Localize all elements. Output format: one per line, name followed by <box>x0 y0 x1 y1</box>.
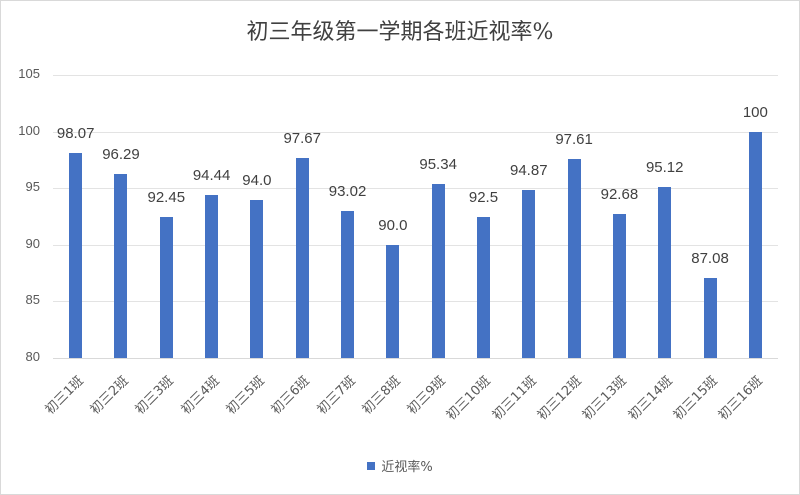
bar[interactable] <box>69 153 83 358</box>
gridline <box>53 188 778 189</box>
data-label: 95.34 <box>419 156 457 174</box>
bar[interactable] <box>250 199 264 358</box>
data-label: 93.02 <box>328 182 367 200</box>
y-tick-label: 90 <box>25 236 40 251</box>
bar[interactable] <box>114 173 128 358</box>
legend-label: 近视率% <box>381 460 433 475</box>
bar[interactable] <box>522 189 536 358</box>
data-label: 90.0 <box>378 216 408 234</box>
data-label: 87.08 <box>691 249 729 267</box>
legend: 近视率% <box>0 456 800 475</box>
bar[interactable] <box>748 131 762 358</box>
gridline <box>53 301 778 302</box>
y-tick-label: 105 <box>18 66 40 81</box>
gridline <box>53 132 778 133</box>
data-label: 94.44 <box>192 166 231 184</box>
y-tick-label: 80 <box>25 349 40 364</box>
data-label: 92.5 <box>468 188 499 206</box>
bar[interactable] <box>295 157 309 358</box>
bar[interactable] <box>386 244 400 358</box>
y-tick-label: 100 <box>18 123 40 138</box>
x-axis-line <box>53 358 778 359</box>
bar[interactable] <box>205 194 219 358</box>
gridline <box>53 245 778 246</box>
data-label: 97.61 <box>555 130 593 148</box>
data-label: 98.07 <box>56 125 95 143</box>
chart-title: 初三年级第一学期各班近视率% <box>246 20 554 45</box>
data-label: 92.45 <box>147 189 186 207</box>
bar[interactable] <box>567 158 581 358</box>
y-tick-label: 85 <box>25 292 40 307</box>
gridline <box>53 75 778 76</box>
bar[interactable] <box>658 186 672 358</box>
y-tick-label: 95 <box>25 179 40 194</box>
bar[interactable] <box>431 184 445 358</box>
data-label: 94.87 <box>510 161 548 179</box>
bar[interactable] <box>341 210 355 358</box>
data-label: 100 <box>742 103 768 121</box>
legend-swatch-icon <box>367 461 376 470</box>
data-label: 95.12 <box>645 158 684 176</box>
bar[interactable] <box>476 216 490 358</box>
data-label: 94.0 <box>242 171 272 189</box>
bar[interactable] <box>159 217 173 358</box>
bar[interactable] <box>703 277 717 358</box>
data-label: 97.67 <box>283 129 321 147</box>
bar[interactable] <box>612 214 626 358</box>
data-label: 96.29 <box>102 145 140 163</box>
data-label: 92.68 <box>600 186 639 204</box>
